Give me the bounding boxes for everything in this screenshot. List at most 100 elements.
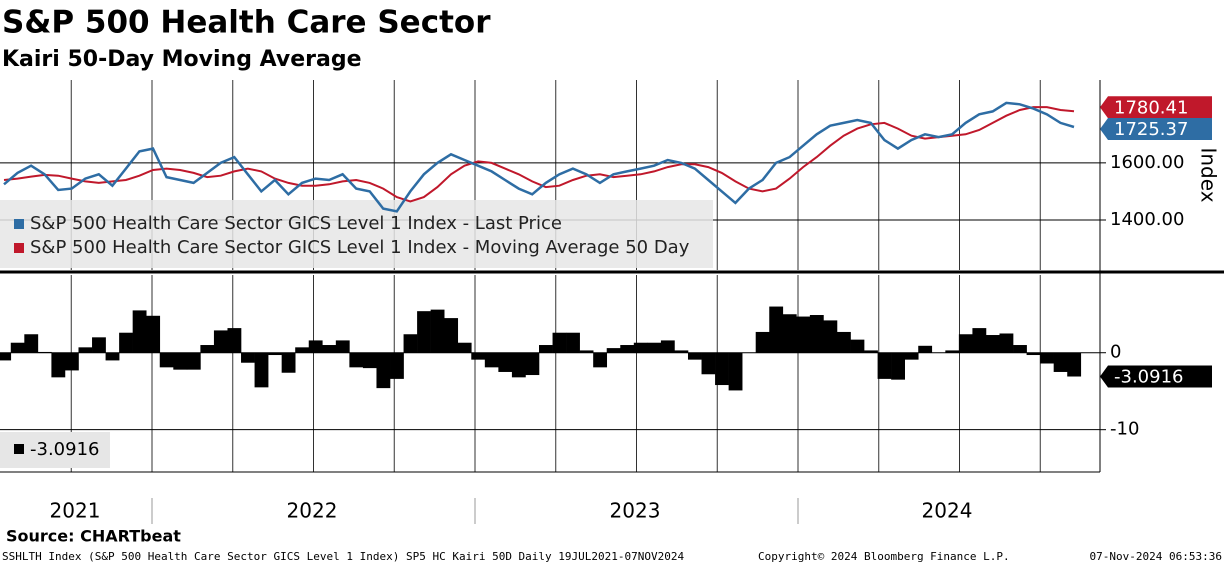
bar [864,350,878,353]
bar [1053,352,1068,372]
bar [1026,352,1041,356]
x-tick-label: 2024 [922,499,973,523]
bar [227,328,242,353]
bar [213,330,228,353]
bar [850,339,865,353]
bar [471,352,486,360]
bar [254,352,269,388]
source: Source: CHARTbeat [6,527,181,546]
bar [0,352,12,361]
legend-label: -3.0916 [30,439,99,460]
bar [295,347,310,353]
bar [755,331,770,353]
bar [146,315,161,353]
bar [687,352,702,360]
bar [457,342,472,353]
bar [566,332,580,353]
bar [200,345,215,353]
bar [620,345,635,353]
footer-right: 07-Nov-2024 06:53:36 [1090,550,1222,563]
bar [809,315,824,353]
bar [444,318,459,353]
bar [728,352,743,391]
y-tick-label: 1600.00 [1110,152,1184,173]
bar [647,342,662,353]
legend-swatch [14,444,24,454]
bar [10,342,25,353]
bar [985,335,1000,353]
bar [1013,345,1027,353]
bar [552,332,567,353]
bar [105,352,120,361]
bar [972,328,987,353]
bar [715,352,729,386]
bar [119,332,133,353]
last-value-tag: -3.0916 [1114,367,1183,388]
chart-title: S&P 500 Health Care Sector [2,5,491,41]
bar [918,345,933,353]
bar [769,306,784,353]
y-tick-label: 1400.00 [1110,209,1184,230]
legend-label: S&P 500 Health Care Sector GICS Level 1 … [30,213,562,234]
x-tick-label: 2023 [610,499,661,523]
footer-center: Copyright© 2024 Bloomberg Finance L.P. [758,550,1010,563]
bar [836,331,851,353]
line-series [3,101,1075,213]
bar [674,350,689,353]
legend-box [0,200,713,268]
bar [173,352,188,370]
bar [999,333,1014,353]
bar [796,316,811,353]
bar [579,350,594,353]
last-value-tag: 1725.37 [1114,119,1188,140]
bar [701,352,716,375]
last-value-tag: 1780.41 [1114,97,1188,118]
x-tick-label: 2022 [287,499,338,523]
legend-label: S&P 500 Health Care Sector GICS Level 1 … [30,237,690,258]
legend-swatch [14,243,24,253]
bar [37,351,52,353]
bar [539,345,553,353]
bar [92,337,106,353]
bar [877,352,892,379]
bar [349,352,364,368]
bar [186,352,201,370]
bar [958,334,973,353]
bar [525,352,540,376]
bar [268,352,282,356]
bar [390,352,404,379]
bar [132,310,147,353]
bar [606,348,621,353]
bar [322,345,337,353]
bar [64,352,79,371]
bar [660,340,675,353]
bar [51,352,66,378]
bar [511,352,526,378]
bar [417,311,431,353]
legend-swatch [14,219,24,229]
line-series [3,106,1075,203]
footer-left: SSHLTH Index (S&P 500 Health Care Sector… [2,550,685,563]
bar [241,352,255,363]
y-tick-label: 0 [1110,342,1121,363]
bar [593,352,608,368]
x-tick-label: 2021 [50,499,101,523]
bar [823,320,838,353]
last-value-tag-bg [1100,96,1212,119]
bar [498,352,513,372]
bar [1040,352,1054,364]
bar [281,352,296,373]
last-value-tag-bg [1100,365,1212,388]
bar [159,352,174,368]
bar [24,334,39,353]
y-axis-label: Index [1197,147,1221,202]
bar [782,314,797,353]
bar [484,352,499,368]
bar [376,352,391,389]
bar [403,334,418,353]
bar [1067,352,1082,377]
bar [430,309,445,353]
y-tick-label: -10 [1110,419,1139,440]
bar [891,352,905,380]
